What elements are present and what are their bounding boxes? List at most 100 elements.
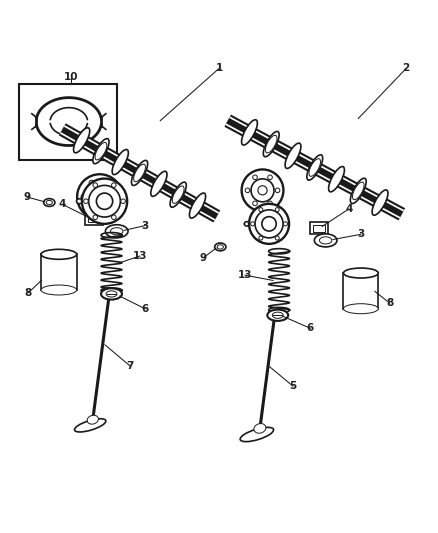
Text: 10: 10 <box>64 72 78 82</box>
Bar <box>343 273 378 309</box>
Circle shape <box>81 195 86 199</box>
Ellipse shape <box>263 132 279 157</box>
Ellipse shape <box>151 171 167 196</box>
Ellipse shape <box>267 310 288 321</box>
Text: 4: 4 <box>59 199 66 209</box>
Ellipse shape <box>74 128 90 153</box>
Circle shape <box>253 201 257 206</box>
Ellipse shape <box>189 193 205 218</box>
Ellipse shape <box>307 155 323 180</box>
Ellipse shape <box>112 149 128 175</box>
Circle shape <box>106 180 110 185</box>
Ellipse shape <box>241 120 258 145</box>
Bar <box>19 84 117 160</box>
Circle shape <box>258 185 267 195</box>
Circle shape <box>77 174 122 220</box>
Ellipse shape <box>314 234 337 247</box>
Bar <box>88 215 100 222</box>
Text: 9: 9 <box>200 253 207 263</box>
Circle shape <box>112 183 116 188</box>
Text: 5: 5 <box>290 381 297 391</box>
Circle shape <box>259 208 263 212</box>
Ellipse shape <box>77 199 83 204</box>
Circle shape <box>253 175 257 180</box>
Circle shape <box>268 175 272 180</box>
Circle shape <box>93 215 98 220</box>
Ellipse shape <box>265 135 277 153</box>
Ellipse shape <box>353 182 364 200</box>
Ellipse shape <box>95 142 107 160</box>
Ellipse shape <box>44 199 55 206</box>
Ellipse shape <box>328 166 344 192</box>
Ellipse shape <box>350 178 366 204</box>
Text: 3: 3 <box>141 221 148 231</box>
Ellipse shape <box>41 249 77 260</box>
Bar <box>85 213 103 225</box>
Text: 6: 6 <box>307 324 314 333</box>
Text: 8: 8 <box>386 298 393 308</box>
Ellipse shape <box>46 200 53 205</box>
Circle shape <box>245 188 250 192</box>
Text: 3: 3 <box>357 229 364 239</box>
Ellipse shape <box>240 427 274 442</box>
Ellipse shape <box>93 139 109 164</box>
Text: 2: 2 <box>403 63 410 74</box>
Ellipse shape <box>106 291 117 297</box>
Circle shape <box>95 192 105 202</box>
Circle shape <box>89 180 94 185</box>
Ellipse shape <box>41 285 77 295</box>
Ellipse shape <box>319 237 332 244</box>
Circle shape <box>283 222 287 226</box>
Circle shape <box>88 185 120 217</box>
Text: 8: 8 <box>25 288 32 297</box>
Circle shape <box>113 195 119 199</box>
Ellipse shape <box>215 243 226 251</box>
Circle shape <box>121 199 125 204</box>
Ellipse shape <box>372 190 388 215</box>
Ellipse shape <box>217 245 223 249</box>
Circle shape <box>82 179 127 224</box>
Circle shape <box>275 236 279 240</box>
Text: 9: 9 <box>23 192 30 202</box>
Bar <box>41 254 77 290</box>
Circle shape <box>112 215 116 220</box>
Ellipse shape <box>134 164 145 182</box>
Ellipse shape <box>101 288 122 300</box>
Circle shape <box>259 236 263 240</box>
Circle shape <box>251 179 274 202</box>
Circle shape <box>87 184 112 209</box>
Text: 6: 6 <box>141 304 148 314</box>
Ellipse shape <box>244 222 250 226</box>
Circle shape <box>89 208 94 213</box>
Ellipse shape <box>170 182 186 207</box>
Circle shape <box>93 183 98 188</box>
Text: 13: 13 <box>238 270 252 280</box>
Ellipse shape <box>343 304 378 314</box>
Ellipse shape <box>254 424 266 433</box>
Circle shape <box>84 199 88 204</box>
Circle shape <box>262 216 276 231</box>
Text: 1: 1 <box>215 63 223 74</box>
Circle shape <box>255 210 283 238</box>
Circle shape <box>275 188 280 192</box>
Bar <box>313 224 325 232</box>
Circle shape <box>275 208 279 212</box>
Ellipse shape <box>343 268 378 278</box>
Circle shape <box>96 193 113 209</box>
Ellipse shape <box>106 225 128 238</box>
Text: 13: 13 <box>133 251 147 261</box>
Circle shape <box>242 169 283 211</box>
Ellipse shape <box>74 419 106 432</box>
Bar <box>310 222 328 235</box>
Ellipse shape <box>285 143 301 168</box>
Circle shape <box>268 201 272 206</box>
Text: 7: 7 <box>126 361 134 371</box>
Ellipse shape <box>309 159 321 176</box>
Ellipse shape <box>110 228 123 235</box>
Circle shape <box>249 204 289 244</box>
Circle shape <box>106 208 110 213</box>
Text: 4: 4 <box>345 204 353 214</box>
Ellipse shape <box>272 312 283 318</box>
Ellipse shape <box>172 186 184 204</box>
Circle shape <box>251 222 254 226</box>
